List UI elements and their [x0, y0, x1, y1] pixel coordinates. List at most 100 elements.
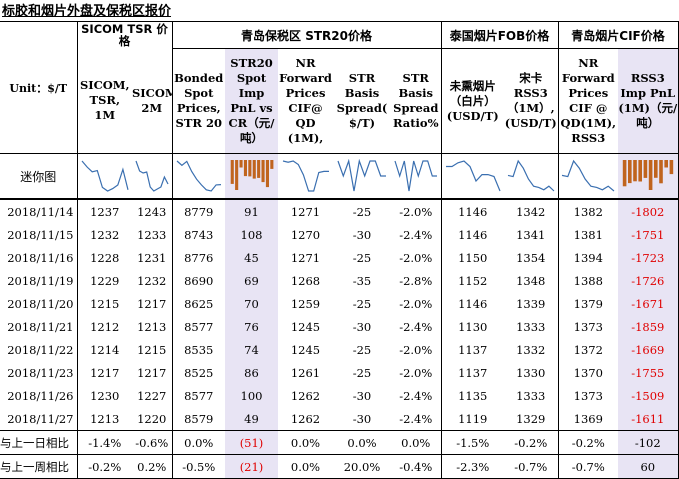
cell-c8: 1150: [440, 246, 504, 269]
cell-c9: 1342: [516, 204, 546, 219]
col-header-songkhla-rss3: 宋卡RSS3（1M）,(USD/T): [504, 48, 559, 154]
cell-c2: 1233: [137, 227, 167, 242]
sparkbar: [230, 160, 234, 184]
cell-c9: 1330: [516, 365, 546, 380]
cell-c8: 1146: [440, 223, 504, 246]
date-cell: 2018/11/23: [7, 365, 74, 380]
cell-c8: 1137: [440, 338, 504, 361]
date-cell: 2018/11/16: [7, 250, 74, 265]
cell-c1: 1229: [76, 269, 132, 292]
date-cell: 2018/11/20: [7, 296, 74, 311]
cell-c1: -0.2%: [76, 454, 132, 479]
cell-c8: 1130: [440, 315, 504, 338]
cell-c6: -30: [352, 319, 372, 334]
cell-c10: -0.2%: [557, 430, 619, 455]
sparkbar: [265, 160, 269, 188]
sparkline-c6: [333, 153, 391, 200]
table-row: 2018/11/23 1217 1217 8525 86 1261 -25 -2.0% 1137…: [0, 361, 679, 384]
sparkline-c10: [557, 153, 619, 200]
cell-c7: -2.0%: [399, 365, 433, 380]
sparkline-path: [445, 160, 501, 192]
group-sicom: SICOM TSR 价格: [76, 21, 172, 49]
sparkline-c7: [391, 153, 441, 200]
group-cif: 青岛烟片CIF价格: [557, 21, 679, 49]
cell-c2: 1217: [137, 365, 167, 380]
cell-c1: 1232: [76, 223, 132, 246]
sparkbar: [643, 160, 647, 178]
cell-c11: 60: [618, 454, 679, 479]
cell-c10: 1382: [557, 199, 619, 223]
cell-c11: -1509: [618, 384, 679, 407]
cell-c10: 1381: [557, 223, 619, 246]
col-header-sicom-2m: SICOM,TSR, 2M: [132, 48, 172, 154]
cell-c3: 8625: [171, 292, 225, 315]
sparkline-c8: [440, 153, 504, 200]
cell-c4: (21): [225, 454, 278, 479]
cell-c7: -2.4%: [399, 319, 433, 334]
cell-c3: 8579: [171, 407, 225, 431]
sparkbar: [669, 160, 673, 175]
sparkline-path: [135, 160, 169, 192]
col-header-nr-forward: NR Forward Prices CIF@ QD (1M),: [278, 48, 333, 154]
cell-c8: 1146: [440, 292, 504, 315]
cell-c11: -1611: [618, 407, 679, 431]
cell-c2: 0.2%: [132, 454, 172, 479]
comparison-row: 与上一日相比 -1.4% -0.6% 0.0% (51) 0.0% 0.0% 0.0% -1.5…: [0, 430, 679, 455]
date-cell: 2018/11/15: [7, 227, 74, 242]
cell-c9: 1329: [516, 411, 546, 426]
cell-c7: -2.0%: [399, 204, 433, 219]
cell-c7: -2.0%: [399, 342, 433, 357]
sparkline-row-label: 迷你图: [0, 153, 77, 200]
date-cell: 2018/11/26: [7, 388, 74, 403]
cell-c6: -30: [352, 227, 372, 242]
sparkline-c1: [76, 153, 132, 200]
cell-c2: 1215: [137, 342, 167, 357]
cell-c10: 1379: [557, 292, 619, 315]
comparison-row: 与上一周相比 -0.2% 0.2% -0.5% (21) 0.0% 20.0% -0.4% -2…: [0, 454, 679, 479]
cell-c2: 1231: [137, 250, 167, 265]
table-row: 2018/11/27 1213 1220 8579 49 1262 -30 -2.4% 1119…: [0, 407, 679, 431]
cell-c11: -102: [618, 430, 679, 455]
date-cell: 2018/11/21: [7, 319, 74, 334]
cell-c3: 8577: [171, 315, 225, 338]
cell-c3: 8525: [171, 361, 225, 384]
sparkline-path: [282, 160, 329, 192]
cell-c9: 1332: [516, 342, 546, 357]
cell-c7: 0.0%: [391, 430, 441, 455]
cell-c10: 1373: [557, 384, 619, 407]
cell-c1: 1217: [76, 361, 132, 384]
cell-c5: 1262: [290, 411, 321, 426]
cell-c5: 1262: [290, 388, 321, 403]
cell-c5: 0.0%: [278, 430, 333, 455]
cell-c1: 1214: [76, 338, 132, 361]
report-title: 标胶和烟片外盘及保税区报价: [2, 4, 172, 19]
sparkbar: [247, 160, 251, 177]
table-row: 2018/11/16 1228 1231 8776 45 1271 -25 -2.0% 1150…: [0, 246, 679, 269]
cell-c6: -25: [352, 250, 372, 265]
cell-c3: -0.5%: [171, 454, 225, 479]
cell-c7: -2.4%: [399, 411, 433, 426]
sparkbar: [622, 160, 627, 187]
price-table: Unit：$/T SICOM TSR 价格 青岛保税区 STR20价格 泰国烟片…: [0, 21, 679, 479]
cell-c8: 1146: [440, 199, 504, 223]
sparkline-c4: [225, 153, 278, 200]
date-cell: 2018/11/27: [7, 411, 74, 426]
col-header-basis-ratio: STR Basis Spread Ratio%: [391, 48, 441, 154]
cell-c3: 8690: [171, 269, 225, 292]
cell-c8: -1.5%: [440, 430, 504, 455]
cell-c7: -2.4%: [399, 388, 433, 403]
cell-c10: -0.7%: [557, 454, 619, 479]
cell-c3: 8535: [171, 338, 225, 361]
sparkbar: [252, 160, 256, 179]
table-row: 2018/11/21 1212 1213 8577 76 1245 -30 -2.4% 1130…: [0, 315, 679, 338]
cell-c8: 1135: [440, 384, 504, 407]
cell-c9: 1333: [516, 388, 546, 403]
sparkline-path: [176, 160, 221, 192]
cell-c4: 108: [225, 223, 278, 246]
sparkline-c5: [278, 153, 333, 200]
comparison-label: 与上一周相比: [0, 454, 77, 479]
table-row: 2018/11/20 1215 1217 8625 70 1259 -25 -2.0% 1146…: [0, 292, 679, 315]
cell-c6: -25: [352, 365, 372, 380]
comparison-label: 与上一日相比: [0, 430, 77, 455]
sparkbar: [239, 160, 243, 168]
